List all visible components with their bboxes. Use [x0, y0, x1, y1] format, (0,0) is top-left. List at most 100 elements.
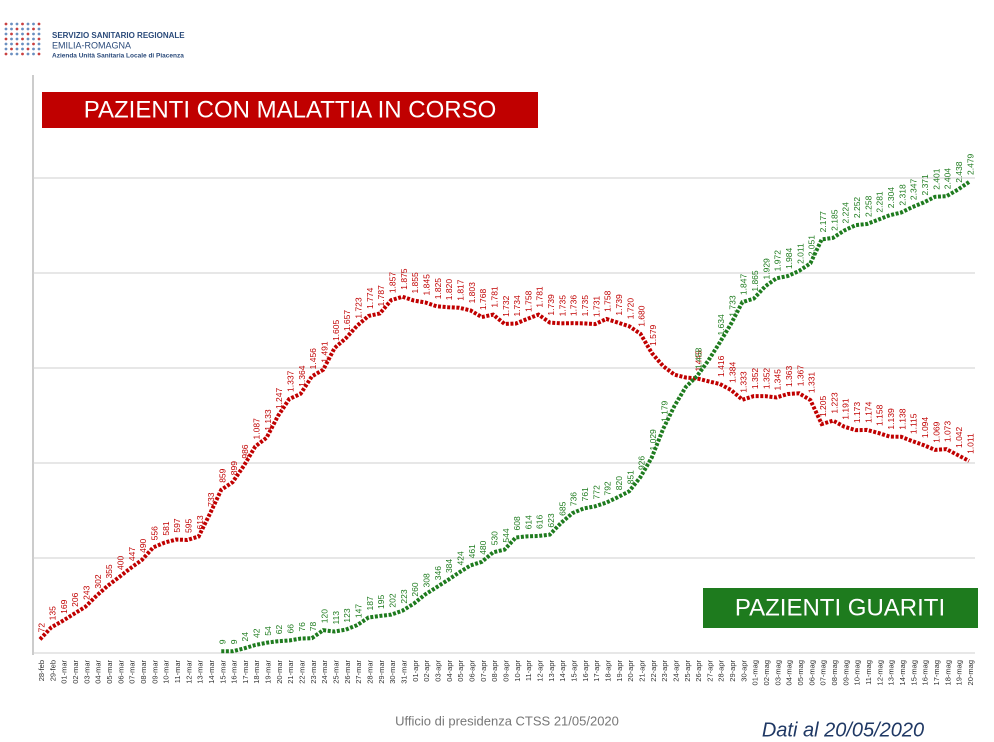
x-tick-label: 15-apr: [569, 660, 578, 682]
data-label: 1.855: [410, 272, 420, 294]
data-label: 733: [206, 492, 216, 506]
x-tick-label: 29-apr: [728, 660, 737, 682]
logo-dot: [26, 52, 30, 56]
x-tick-label: 05-mar: [105, 660, 114, 684]
x-tick-label: 12-apr: [535, 660, 544, 682]
data-label: 1.367: [795, 365, 805, 387]
data-label: 195: [376, 594, 386, 608]
logo-dot: [32, 47, 35, 51]
logo-dot: [4, 37, 8, 41]
logo-dot: [37, 42, 41, 46]
logo-dot: [15, 32, 19, 36]
data-label: 1.029: [648, 429, 658, 451]
x-tick-label: 21-mar: [286, 660, 295, 684]
logo-dot: [10, 42, 13, 46]
x-tick-label: 02-mag: [762, 660, 771, 685]
data-label: 120: [319, 609, 329, 623]
data-label: 1.345: [773, 369, 783, 391]
x-tick-label: 01-mag: [751, 660, 760, 685]
x-tick-label: 16-mar: [230, 660, 239, 684]
x-tick-label: 16-apr: [581, 660, 590, 682]
x-tick-label: 28-feb: [37, 660, 46, 681]
data-label: 135: [48, 606, 58, 620]
x-tick-label: 22-apr: [649, 660, 658, 682]
data-label: 223: [399, 589, 409, 603]
data-label: 1.736: [569, 295, 579, 317]
data-label: 2.281: [875, 191, 885, 213]
data-label: 424: [455, 551, 465, 565]
data-label: 9: [218, 639, 228, 644]
x-tick-label: 26-mar: [343, 660, 352, 684]
x-tick-label: 14-mar: [207, 660, 216, 684]
data-label: 308: [421, 573, 431, 587]
data-label: 1.774: [365, 287, 375, 309]
series-box: [703, 588, 978, 628]
data-label: 544: [501, 528, 511, 542]
org-line: SERVIZIO SANITARIO REGIONALE: [52, 31, 185, 40]
data-label: 1.491: [319, 341, 329, 363]
data-label: 772: [591, 485, 601, 499]
data-label: 1.875: [399, 268, 409, 290]
data-label: 206: [70, 592, 80, 606]
x-tick-label: 07-mar: [128, 660, 137, 684]
data-label: 1.173: [852, 402, 862, 424]
x-tick-label: 19-mag: [955, 660, 964, 685]
x-tick-label: 28-mar: [366, 660, 375, 684]
data-label: 616: [535, 515, 545, 529]
x-tick-label: 30-apr: [739, 660, 748, 682]
data-label: 2.177: [818, 211, 828, 233]
data-label: 1.115: [909, 413, 919, 434]
x-tick-label: 27-mar: [354, 660, 363, 684]
series-box: [42, 92, 538, 128]
data-label: 1.605: [331, 320, 341, 342]
logo-dot: [37, 32, 41, 36]
x-tick-label: 11-mag: [864, 660, 873, 685]
data-label: 169: [59, 599, 69, 613]
data-label: 1.337: [285, 370, 295, 392]
data-label: 1.094: [920, 417, 930, 439]
logo-dot: [10, 52, 13, 56]
logo-dot: [32, 22, 35, 26]
data-label: 1.456: [308, 348, 318, 370]
data-label: 1.634: [716, 314, 726, 336]
data-label: 1.758: [523, 290, 533, 312]
x-tick-label: 20-mar: [275, 660, 284, 684]
x-tick-label: 23-mar: [309, 660, 318, 684]
x-tick-label: 14-mag: [898, 660, 907, 685]
x-tick-label: 21-apr: [637, 660, 646, 682]
data-label: 490: [138, 538, 148, 552]
data-label: 1.680: [637, 305, 647, 327]
data-label: 1.069: [931, 421, 941, 443]
data-label: 1.720: [625, 298, 635, 320]
data-label: 1.865: [750, 270, 760, 292]
data-label: 761: [580, 487, 590, 501]
data-label: 355: [104, 564, 114, 578]
logo-dot: [32, 52, 35, 56]
data-label: 78: [308, 621, 318, 631]
data-label: 66: [285, 624, 295, 634]
data-label: 76: [297, 622, 307, 632]
data-label: 1.734: [512, 295, 522, 317]
x-tick-label: 08-apr: [490, 660, 499, 682]
data-label: 530: [489, 531, 499, 545]
x-tick-label: 13-mar: [196, 660, 205, 684]
data-label: 859: [218, 468, 228, 482]
x-tick-label: 11-mar: [173, 660, 182, 684]
data-label: 302: [93, 574, 103, 588]
x-tick-label: 03-mag: [773, 660, 782, 685]
x-tick-label: 28-apr: [717, 660, 726, 682]
data-label: 42: [252, 628, 262, 638]
data-label: 447: [127, 547, 137, 561]
data-label: 1.087: [252, 418, 262, 440]
logo-dot: [15, 27, 19, 31]
x-tick-label: 07-mag: [819, 660, 828, 685]
data-label: 2.011: [795, 243, 805, 264]
x-tick-label: 18-mag: [943, 660, 952, 685]
x-tick-label: 13-mag: [887, 660, 896, 685]
data-label: 1.073: [943, 421, 953, 443]
x-tick-label: 25-mar: [332, 660, 341, 684]
x-tick-label: 06-mar: [116, 660, 125, 684]
logo-dot: [37, 47, 41, 51]
logo-dot: [32, 42, 35, 46]
